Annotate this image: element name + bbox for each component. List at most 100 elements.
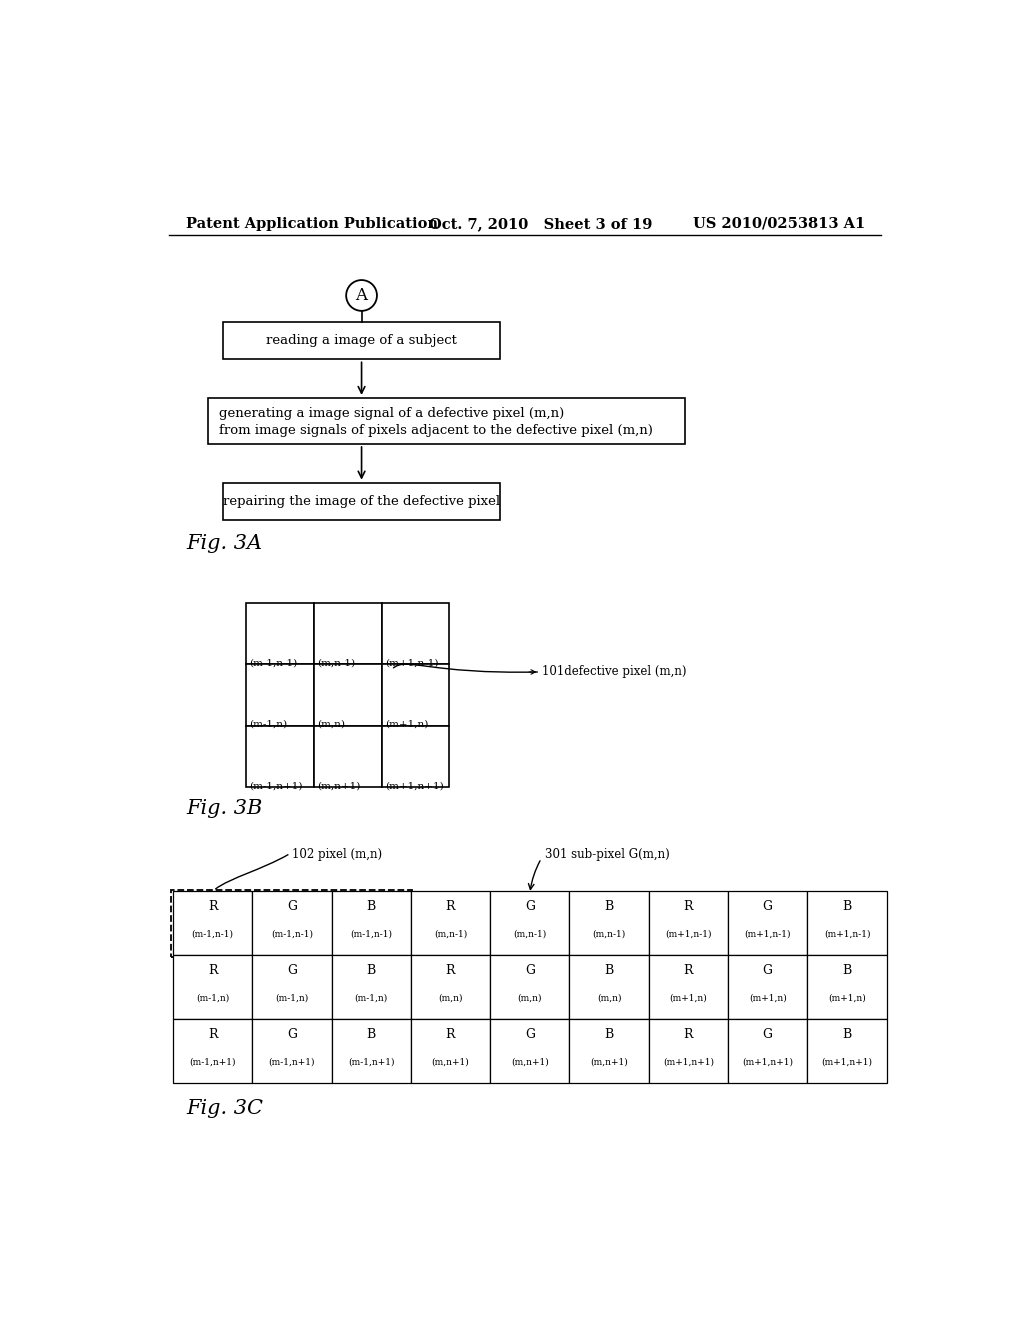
- Text: G: G: [287, 964, 297, 977]
- Text: (m,n-1): (m,n-1): [593, 929, 626, 939]
- Text: (m-1,n-1): (m-1,n-1): [249, 659, 297, 667]
- Text: B: B: [367, 900, 376, 913]
- Text: B: B: [843, 964, 852, 977]
- Text: R: R: [445, 964, 456, 977]
- Bar: [807, 956, 887, 1019]
- Text: Fig. 3A: Fig. 3A: [186, 533, 262, 553]
- Text: (m+1,n+1): (m+1,n+1): [663, 1057, 714, 1067]
- Bar: [649, 956, 728, 1019]
- Text: R: R: [208, 964, 217, 977]
- Bar: [382, 726, 450, 788]
- Text: R: R: [208, 1028, 217, 1041]
- Text: B: B: [604, 1028, 613, 1041]
- Text: Fig. 3C: Fig. 3C: [186, 1100, 263, 1118]
- Text: (m+1,n-1): (m+1,n-1): [823, 929, 870, 939]
- Bar: [252, 891, 332, 956]
- Text: (m+1,n+1): (m+1,n+1): [742, 1057, 794, 1067]
- Bar: [313, 726, 382, 788]
- Text: (m+1,n): (m+1,n): [749, 993, 786, 1002]
- Text: 102 pixel (m,n): 102 pixel (m,n): [292, 847, 382, 861]
- Text: A: A: [355, 286, 368, 304]
- Text: R: R: [208, 900, 217, 913]
- Text: G: G: [525, 964, 535, 977]
- Text: (m-1,n+1): (m-1,n+1): [189, 1057, 236, 1067]
- Text: (m,n-1): (m,n-1): [434, 929, 467, 939]
- Text: (m+1,n): (m+1,n): [670, 993, 708, 1002]
- Text: G: G: [763, 964, 773, 977]
- Text: B: B: [843, 900, 852, 913]
- Text: (m,n-1): (m,n-1): [316, 659, 355, 667]
- Bar: [382, 603, 450, 664]
- Text: (m,n+1): (m,n+1): [511, 1057, 549, 1067]
- Text: (m-1,n-1): (m-1,n-1): [191, 929, 233, 939]
- Bar: [223, 483, 500, 520]
- Bar: [171, 890, 413, 957]
- Text: (m+1,n-1): (m+1,n-1): [385, 659, 438, 667]
- Bar: [313, 664, 382, 726]
- Bar: [649, 1019, 728, 1084]
- Bar: [246, 664, 313, 726]
- Text: (m,n+1): (m,n+1): [316, 781, 360, 791]
- Text: 101defective pixel (m,n): 101defective pixel (m,n): [542, 665, 686, 678]
- Bar: [807, 891, 887, 956]
- Text: G: G: [287, 1028, 297, 1041]
- Text: B: B: [367, 964, 376, 977]
- Text: repairing the image of the defective pixel: repairing the image of the defective pix…: [223, 495, 500, 508]
- Text: US 2010/0253813 A1: US 2010/0253813 A1: [692, 216, 865, 231]
- Bar: [332, 891, 411, 956]
- Text: (m-1,n-1): (m-1,n-1): [350, 929, 392, 939]
- Text: reading a image of a subject: reading a image of a subject: [266, 334, 457, 347]
- Bar: [252, 956, 332, 1019]
- Text: G: G: [525, 900, 535, 913]
- Text: (m+1,n): (m+1,n): [385, 719, 428, 729]
- Bar: [173, 1019, 252, 1084]
- Text: G: G: [525, 1028, 535, 1041]
- Bar: [490, 1019, 569, 1084]
- Text: R: R: [445, 900, 456, 913]
- Text: R: R: [684, 900, 693, 913]
- Text: (m,n): (m,n): [597, 993, 622, 1002]
- Text: (m+1,n-1): (m+1,n-1): [744, 929, 791, 939]
- Bar: [411, 956, 490, 1019]
- Bar: [252, 1019, 332, 1084]
- Text: B: B: [604, 964, 613, 977]
- Text: Patent Application Publication: Patent Application Publication: [186, 216, 438, 231]
- Text: B: B: [843, 1028, 852, 1041]
- Text: (m+1,n): (m+1,n): [828, 993, 866, 1002]
- Bar: [411, 1019, 490, 1084]
- Bar: [490, 891, 569, 956]
- Text: (m,n+1): (m,n+1): [432, 1057, 469, 1067]
- Bar: [173, 956, 252, 1019]
- Text: (m,n): (m,n): [517, 993, 542, 1002]
- Text: (m-1,n+1): (m-1,n+1): [348, 1057, 394, 1067]
- Text: (m-1,n): (m-1,n): [275, 993, 308, 1002]
- Bar: [728, 1019, 807, 1084]
- Bar: [490, 956, 569, 1019]
- Bar: [382, 664, 450, 726]
- Bar: [208, 397, 685, 444]
- Text: G: G: [763, 900, 773, 913]
- Text: Oct. 7, 2010   Sheet 3 of 19: Oct. 7, 2010 Sheet 3 of 19: [429, 216, 652, 231]
- Text: B: B: [367, 1028, 376, 1041]
- Text: generating a image signal of a defective pixel (m,n): generating a image signal of a defective…: [219, 407, 564, 420]
- Bar: [313, 603, 382, 664]
- Bar: [569, 891, 649, 956]
- Text: (m+1,n-1): (m+1,n-1): [666, 929, 712, 939]
- Text: (m+1,n+1): (m+1,n+1): [385, 781, 443, 791]
- Text: Fig. 3B: Fig. 3B: [186, 800, 262, 818]
- Text: (m-1,n): (m-1,n): [354, 993, 388, 1002]
- Text: G: G: [287, 900, 297, 913]
- Bar: [332, 956, 411, 1019]
- Text: R: R: [684, 964, 693, 977]
- Text: (m-1,n): (m-1,n): [249, 719, 288, 729]
- Text: 301 sub-pixel G(m,n): 301 sub-pixel G(m,n): [545, 847, 670, 861]
- Bar: [807, 1019, 887, 1084]
- Bar: [728, 891, 807, 956]
- Text: from image signals of pixels adjacent to the defective pixel (m,n): from image signals of pixels adjacent to…: [219, 424, 653, 437]
- Text: (m,n-1): (m,n-1): [513, 929, 547, 939]
- Bar: [569, 1019, 649, 1084]
- Bar: [246, 726, 313, 788]
- Text: (m-1,n): (m-1,n): [196, 993, 229, 1002]
- Text: (m+1,n+1): (m+1,n+1): [821, 1057, 872, 1067]
- Bar: [411, 891, 490, 956]
